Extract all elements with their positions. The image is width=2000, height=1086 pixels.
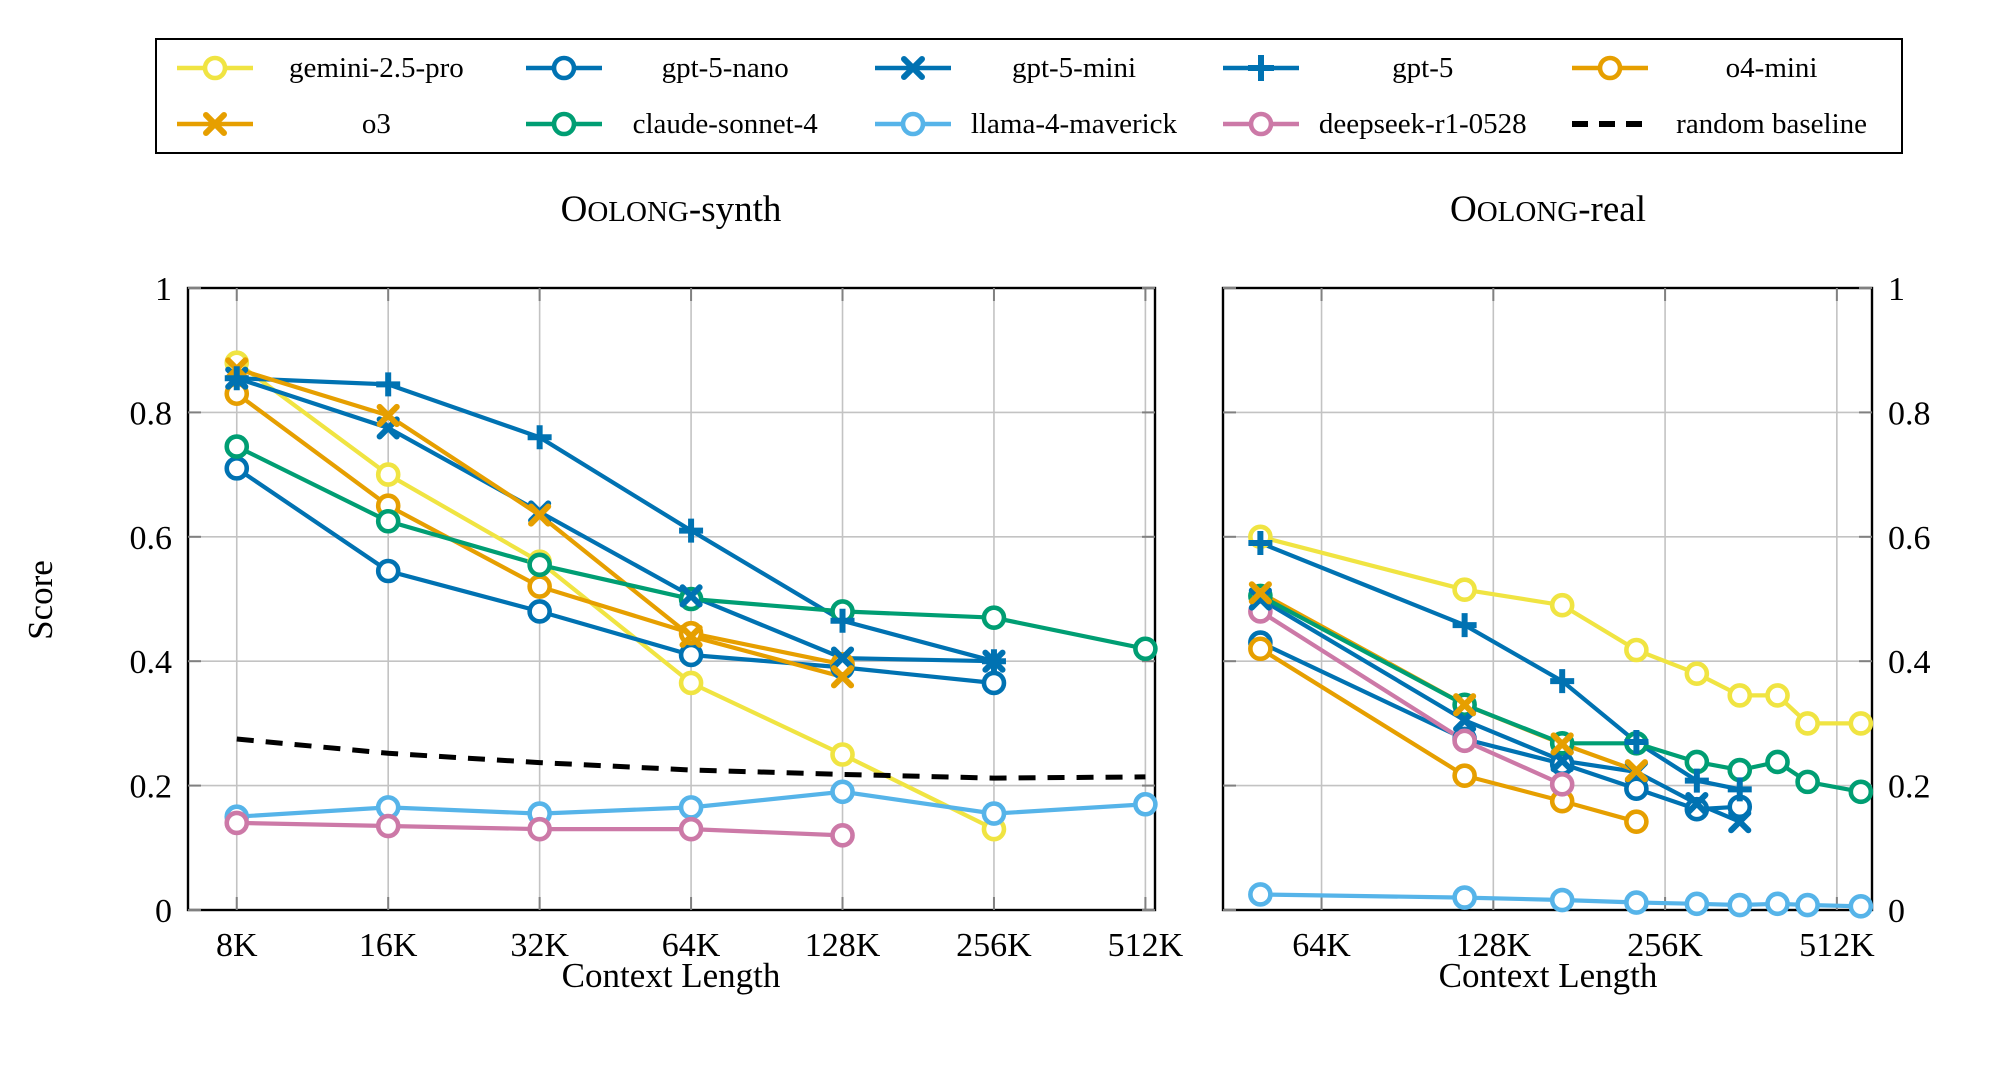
plot-border-real (1221, 286, 1874, 912)
legend: gemini-2.5-pro gpt-5-nano gpt-5-mini gpt-5 o… (155, 38, 1903, 154)
series-markers-gpt-5 (1248, 531, 1752, 802)
series-markers-o3 (1248, 581, 1648, 783)
panel-real: 64K 128K 256K 512K 0 0.2 0.4 0.6 0.8 1 (1221, 271, 1931, 964)
legend-label: o4-mini (1725, 51, 1818, 84)
y-tick-label: 1 (155, 271, 172, 308)
panel-title-synth-lead: O (560, 189, 588, 230)
x-tick-label: 16K (359, 927, 418, 964)
y-tick-label: 0.8 (130, 395, 173, 432)
x-axis-label-synth: Context Length (561, 956, 781, 995)
series-markers-synth (224, 350, 1158, 848)
legend-label: gemini-2.5-pro (289, 51, 464, 84)
x-axis-label-real: Context Length (1438, 956, 1658, 995)
legend-swatch-gpt-5-nano-circle-marker-icon (522, 46, 606, 90)
x-tick-label: 512K (1799, 927, 1875, 964)
series-line-random-baseline (236, 736, 1146, 781)
x-tick-label: 512K (1108, 927, 1184, 964)
legend-item-gpt-5-nano: gpt-5-nano (506, 40, 855, 96)
x-tick-label: 256K (956, 927, 1032, 964)
series-markers-gpt-5-mini (1248, 587, 1752, 834)
panel-title-synth-caps: OLONG (587, 196, 689, 228)
series-markers-llama-4-maverick (1248, 882, 1874, 919)
y-tick-label: 0.2 (130, 769, 173, 806)
legend-swatch-deepseek-r1-0528-circle-marker-icon (1219, 102, 1303, 146)
x-tick-label: 128K (805, 927, 881, 964)
series-line-deepseek-r1-0528 (1259, 609, 1564, 787)
series-line-gpt-5 (236, 376, 995, 664)
panel-title-real-lead: O (1449, 189, 1477, 230)
legend-swatch-gemini-2.5-pro-circle-marker-icon (173, 46, 257, 90)
panel-title-synth: OOLONG-synth (561, 188, 782, 231)
tick-marks-real (1223, 287, 1872, 911)
legend-swatch-random-baseline-dashed-line-icon (1568, 102, 1652, 146)
legend-item-claude-sonnet-4: claude-sonnet-4 (506, 96, 855, 152)
legend-swatch-o4-mini-circle-marker-icon (1568, 46, 1652, 90)
panel-title-real: OOLONG-real (1450, 188, 1646, 231)
plot-border-synth (186, 286, 1157, 912)
x-tick-label: 256K (1627, 927, 1703, 964)
y-tick-label: 0.2 (1888, 769, 1931, 806)
y-tick-label: 0.4 (130, 644, 173, 681)
legend-label: o3 (361, 107, 391, 140)
x-tick-label: 8K (216, 927, 258, 964)
legend-swatch-claude-sonnet-4-circle-marker-icon (522, 102, 606, 146)
panel-synth: 8K 16K 32K 64K 128K 256K 512K 0 0.2 0.4 0.6 0.8 1 (130, 271, 1184, 964)
legend-item-gemini-2.5-pro: gemini-2.5-pro (157, 40, 506, 96)
x-tick-labels-synth: 8K 16K 32K 64K 128K 256K 512K (216, 927, 1184, 964)
series-markers-gpt-5 (224, 366, 1006, 674)
legend-item-o4-mini: o4-mini (1552, 40, 1901, 96)
series-line-gemini-2.5-pro (235, 360, 995, 831)
x-tick-label: 64K (662, 927, 721, 964)
x-tick-labels-real: 64K 128K 256K 512K (1292, 927, 1875, 964)
series-line-gpt-5-mini (236, 376, 995, 664)
legend-item-gpt-5: gpt-5 (1203, 40, 1552, 96)
legend-label: claude-sonnet-4 (632, 107, 818, 140)
tick-marks-synth (188, 287, 1155, 911)
x-tick-label: 128K (1456, 927, 1532, 964)
y-tick-label: 0.4 (1888, 644, 1931, 681)
y-tick-label: 0.8 (1888, 395, 1931, 432)
legend-item-llama-4-maverick: llama-4-maverick (855, 96, 1204, 152)
x-tick-label: 32K (510, 927, 569, 964)
legend-item-deepseek-r1-0528: deepseek-r1-0528 (1203, 96, 1552, 152)
series-line-o4-mini (1259, 647, 1637, 824)
panel-title-synth-rest: -synth (688, 189, 782, 230)
series-markers-deepseek-r1-0528 (224, 810, 855, 848)
y-tick-label: 0.6 (130, 520, 173, 557)
legend-swatch-gpt-5-plus-marker-icon (1219, 46, 1303, 90)
series-markers-o4-mini (1248, 636, 1649, 834)
legend-label: gpt-5 (1392, 51, 1454, 84)
legend-item-o3: o3 (157, 96, 506, 152)
y-tick-labels-synth: 0 0.2 0.4 0.6 0.8 1 (130, 271, 173, 930)
x-tick-label: 64K (1292, 927, 1351, 964)
legend-swatch-gpt-5-mini-x-marker-icon (871, 46, 955, 90)
series-markers-real (1248, 524, 1874, 919)
panel-title-real-rest: -real (1578, 189, 1647, 230)
y-tick-label: 0 (155, 893, 172, 930)
legend-label: llama-4-maverick (970, 107, 1178, 140)
y-tick-label: 1 (1888, 271, 1905, 308)
legend-item-random-baseline: random baseline (1552, 96, 1901, 152)
legend-label: deepseek-r1-0528 (1318, 107, 1527, 140)
legend-label: random baseline (1676, 107, 1868, 140)
legend-label: gpt-5-nano (661, 51, 789, 84)
gridlines-real (1223, 287, 1872, 911)
series-markers-gemini-2.5-pro (1248, 524, 1874, 736)
y-tick-label: 0 (1888, 893, 1905, 930)
y-tick-labels-real: 0 0.2 0.4 0.6 0.8 1 (1888, 271, 1931, 930)
legend-row-2: o3 claude-sonnet-4 llama-4-maverick deepsee… (157, 96, 1901, 152)
legend-swatch-o3-x-marker-icon (173, 102, 257, 146)
legend-row-1: gemini-2.5-pro gpt-5-nano gpt-5-mini gpt-5 o… (157, 40, 1901, 96)
legend-item-gpt-5-mini: gpt-5-mini (855, 40, 1204, 96)
series-line-gpt-5-nano (235, 466, 995, 686)
legend-label: gpt-5-mini (1011, 51, 1137, 84)
panel-title-real-caps: OLONG (1476, 196, 1579, 228)
y-tick-label: 0.6 (1888, 520, 1931, 557)
legend-swatch-llama-4-maverick-circle-marker-icon (871, 102, 955, 146)
series-lines-real (1259, 534, 1862, 909)
